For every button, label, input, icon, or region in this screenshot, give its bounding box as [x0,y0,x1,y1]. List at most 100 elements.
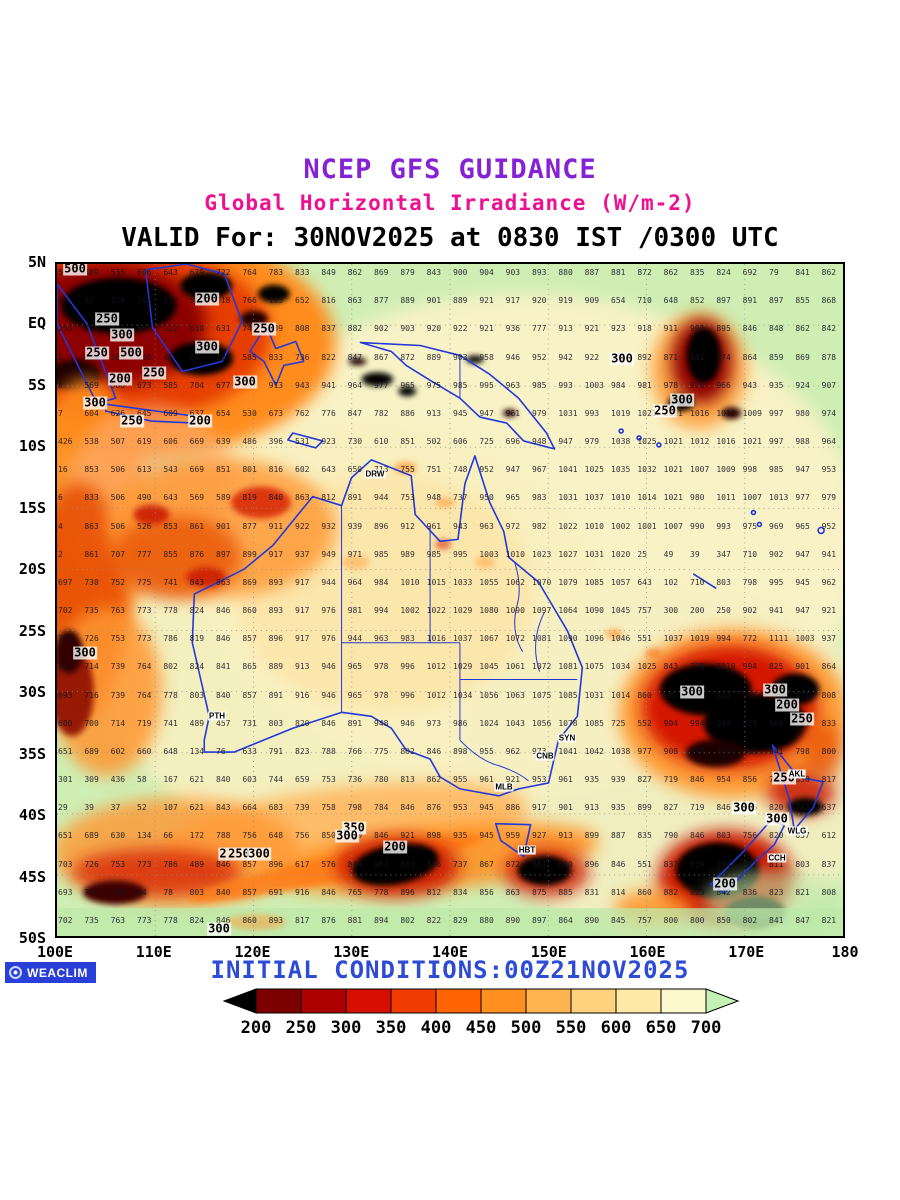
grid-value: 103 [268,296,284,306]
grid-value: 846 [216,634,231,644]
station-label-pth: PTH [208,711,226,721]
grid-value: 896 [400,887,415,897]
grid-value: 798 [742,577,758,587]
grid-value: 739 [690,662,705,672]
grid-value: 643 [163,268,178,277]
grid-value: 834 [453,887,468,897]
grid-value: 851 [216,465,231,475]
grid-value: 985 [374,549,389,559]
grid-value: 911 [663,324,679,334]
grid-value: 716 [84,887,99,897]
grid-value: 936 [505,324,521,334]
grid-value: 1025 [584,465,604,475]
grid-value: 1001 [637,521,657,531]
grid-value: 691 [268,887,284,897]
grid-value: 1062 [505,577,525,587]
grid-value: 872 [505,859,521,869]
grid-value: 935 [453,831,468,841]
colorbar-right-arrow [705,988,740,1014]
grid-value: 893 [268,915,284,925]
grid-value: 965 [347,662,363,672]
grid-value: 881 [347,915,363,925]
grid-value: 841 [769,915,784,925]
grid-value: 983 [400,634,415,644]
colorbar-tick: 550 [555,1018,587,1038]
grid-value: 79 [769,268,779,277]
grid-value: 935 [769,380,784,390]
grid-value: 680 [58,718,73,728]
grid-value: 917 [295,606,310,615]
grid-value: 949 [321,549,336,559]
grid-value: 757 [637,915,652,925]
grid-value: 896 [584,859,600,869]
grid-value: 1042 [584,746,604,756]
grid-value: 855 [795,296,810,306]
grid-value: 891 [742,296,758,306]
grid-value: 985 [532,380,547,390]
grid-value: 979 [821,493,837,503]
grid-value: 889 [426,352,442,362]
grid-value: 842 [821,324,837,334]
grid-value: 997 [769,408,784,418]
grid-value: 1007 [742,493,762,503]
grid-value: 1043 [505,718,525,728]
grid-value: 134 [189,746,205,756]
grid-value: 1037 [584,493,604,503]
colorbar-segment [435,988,482,1014]
grid-value: 947 [479,408,494,418]
grid-value: 1007 [663,521,683,531]
grid-value: 538 [84,437,99,446]
colorbar-tick: 700 [690,1018,722,1038]
grid-value: 585 [242,352,257,362]
grid-value: 630 [110,831,126,841]
grid-value: 824 [189,606,205,615]
grid-value: 921 [479,324,494,334]
grid-value: 1029 [453,606,473,615]
grid-value: 847 [795,915,810,925]
grid-value: 843 [426,268,442,277]
grid-value: 869 [374,268,389,277]
grid-value: 823 [742,718,758,728]
grid-value: 1015 [426,577,446,587]
grid-value: 683 [400,859,415,869]
grid-value: 1031 [584,690,604,700]
grid-value: 963 [479,521,494,531]
grid-value: 697 [58,577,73,587]
grid-value: 660 [137,746,152,756]
grid-value: 703 [58,634,73,644]
grid-value: 846 [716,803,731,813]
contour-labels: 500 200 250 300 250 250 500 300 200 250 300 300 250 2… [57,264,843,936]
grid-value: 1080 [479,606,499,615]
grid-value: 735 [84,915,99,925]
colorbar-scale: 200 250 300 350 400 450 500 550 600 650 700 [222,1018,740,1040]
grid-value: 1045 [479,662,499,672]
grid-value: 1003 [479,549,499,559]
grid-value: 955 [453,775,468,784]
grid-value: 974 [821,408,837,418]
grid-value: 602 [295,465,310,475]
grid-value: 778 [163,606,178,615]
grid-value: 887 [584,268,600,277]
contour-label: 250 [95,311,119,326]
grid-value: 823 [295,746,310,756]
grid-value: 1038 [611,437,631,446]
grid-value: 918 [637,324,652,334]
contour-label: 200 [383,839,407,854]
grid-value: 1081 [532,634,552,644]
grid-value: 1034 [611,662,631,672]
grid-value: 846 [611,859,626,869]
grid-value: 719 [137,718,152,728]
grid-value: 507 [110,437,126,446]
contour-label: 250 [252,321,276,336]
grid-value: 506 [110,465,126,475]
grid-value: 977 [374,380,389,390]
grid-value: 871 [663,352,679,362]
parameter-title: Global Horizontal Irradiance (W/m-2) [204,191,696,215]
grid-value: 820 [769,803,784,813]
colorbar-tick: 400 [420,1018,452,1038]
contour-label: 200 [195,291,219,306]
grid-value: 786 [163,859,178,869]
grid-value: 1012 [426,690,446,700]
grid-value: 902 [742,606,758,615]
grid-value: 719 [663,775,679,784]
